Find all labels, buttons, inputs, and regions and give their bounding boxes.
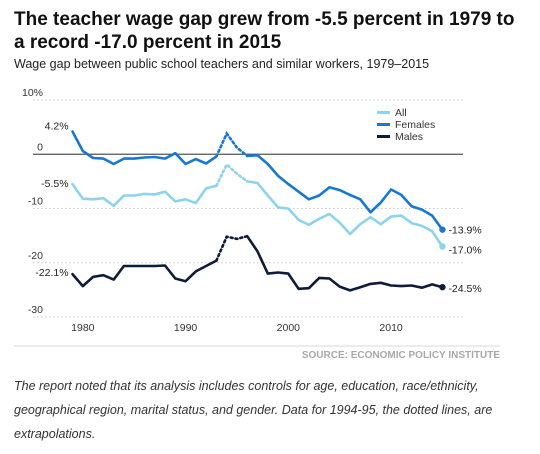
y-axis-tick-labels: 10% 0 -10 -20 -30: [22, 87, 43, 316]
y-tick-label: 10%: [22, 87, 43, 99]
series-line-males-extrapolated: [215, 234, 249, 262]
start-label-males: -22.1%: [35, 267, 68, 279]
line-chart: 10% 0 -10 -20 -30 1980 1990 2000 2010 -17.0% -5.…: [14, 87, 500, 361]
data-labels: -17.0% -5.5% -13.9% 4.2% -24.5% -22.1%: [35, 120, 481, 295]
series-line-males: [71, 259, 218, 288]
end-label-all: -17.0%: [448, 244, 481, 256]
caption-text: The report noted that its analysis inclu…: [14, 379, 493, 441]
series-line-all: [71, 182, 218, 208]
x-axis-tick-labels: 1980 1990 2000 2010: [71, 322, 403, 334]
end-label-females: -13.9%: [448, 225, 481, 237]
start-label-females: 4.2%: [45, 120, 69, 132]
y-tick-label: 0: [37, 141, 43, 153]
end-point-all: [439, 243, 446, 250]
end-point-females: [439, 226, 446, 233]
y-tick-label: -30: [28, 304, 43, 316]
series-line-males: [245, 234, 444, 292]
x-tick-label: 2000: [277, 322, 301, 334]
x-tick-label: 1990: [174, 322, 198, 334]
start-label-all: -5.5%: [41, 178, 68, 190]
y-tick-label: -20: [28, 250, 43, 262]
chart-subtitle: Wage gap between public school teachers …: [14, 57, 430, 71]
series-line-all: [245, 180, 444, 248]
chart-title: The teacher wage gap grew from -5.5 perc…: [14, 9, 515, 53]
series-line-all-extrapolated: [215, 162, 249, 187]
series-lines: [71, 130, 446, 292]
x-tick-label: 2010: [379, 322, 403, 334]
y-tick-label: -10: [28, 196, 43, 208]
end-label-males: -24.5%: [448, 283, 481, 295]
legend-label-males: Males: [395, 131, 423, 143]
legend-label-females: Females: [395, 119, 435, 131]
legend-label-all: All: [395, 107, 407, 119]
x-tick-label: 1980: [71, 322, 95, 334]
end-point-males: [439, 283, 446, 291]
source-note: SOURCE: ECONOMIC POLICY INSTITUTE: [302, 350, 500, 361]
grid-lines: [14, 99, 500, 347]
series-line-females: [245, 154, 444, 231]
series-line-females: [71, 130, 218, 166]
series-line-females-extrapolated: [215, 131, 249, 158]
